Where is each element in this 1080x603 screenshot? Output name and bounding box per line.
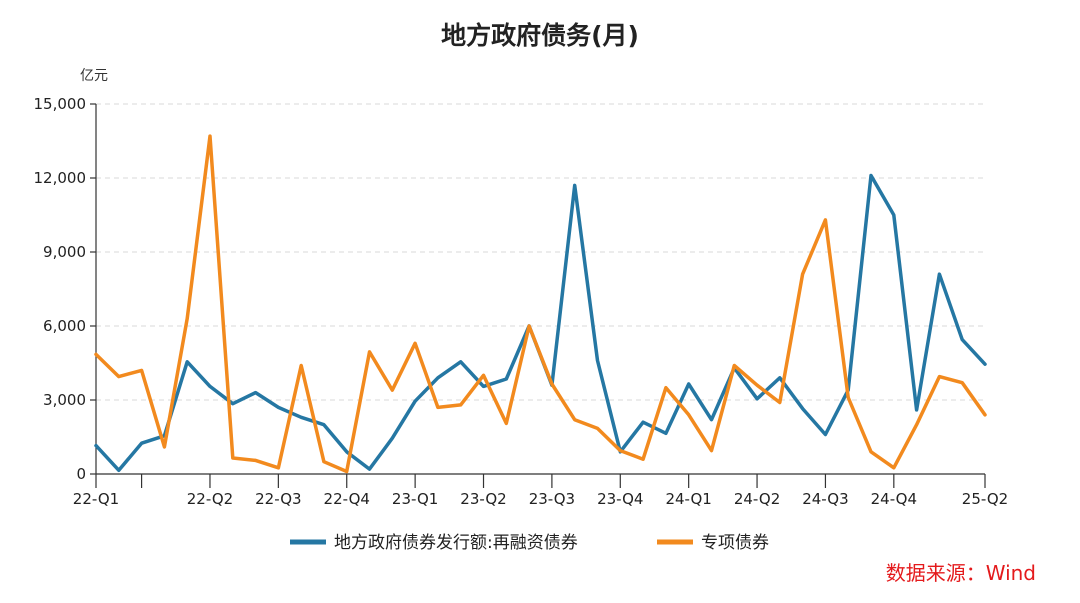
x-tick-label: 24-Q4 <box>871 490 917 508</box>
x-tick-label: 22-Q1 <box>73 490 119 508</box>
y-tick-label: 12,000 <box>34 169 87 187</box>
data-source-note: 数据来源：Wind <box>886 561 1036 585</box>
chart-title: 地方政府债务(月) <box>441 21 639 50</box>
y-tick-label: 9,000 <box>43 243 86 261</box>
x-tick-label: 23-Q1 <box>392 490 438 508</box>
x-tick-label: 24-Q1 <box>665 490 711 508</box>
y-tick-label: 6,000 <box>43 317 86 335</box>
x-tick-label: 23-Q3 <box>529 490 575 508</box>
y-tick-label: 3,000 <box>43 391 86 409</box>
legend-label-2: 专项债券 <box>701 533 769 553</box>
y-tick-label: 15,000 <box>34 95 87 113</box>
x-tick-label: 22-Q3 <box>255 490 301 508</box>
y-axis-unit-label: 亿元 <box>80 68 108 84</box>
series-line-2 <box>94 134 987 474</box>
y-tick-label: 0 <box>76 465 86 483</box>
x-tick-label: 23-Q4 <box>597 490 643 508</box>
legend: 地方政府债券发行额:再融资债券 专项债券 <box>290 533 769 553</box>
x-tick-label: 25-Q2 <box>962 490 1008 508</box>
x-tick-label: 24-Q3 <box>802 490 848 508</box>
axes: 0 3,000 6,000 9,000 12,000 15,000 22-Q1 22-Q2 22… <box>34 95 1009 508</box>
x-tick-label: 24-Q2 <box>734 490 780 508</box>
x-tick-label: 23-Q2 <box>460 490 506 508</box>
legend-label-1: 地方政府债券发行额:再融资债券 <box>334 533 578 553</box>
x-tick-label: 22-Q4 <box>324 490 370 508</box>
grid <box>96 103 985 401</box>
series-lines <box>94 134 987 474</box>
x-tick-label: 22-Q2 <box>187 490 233 508</box>
